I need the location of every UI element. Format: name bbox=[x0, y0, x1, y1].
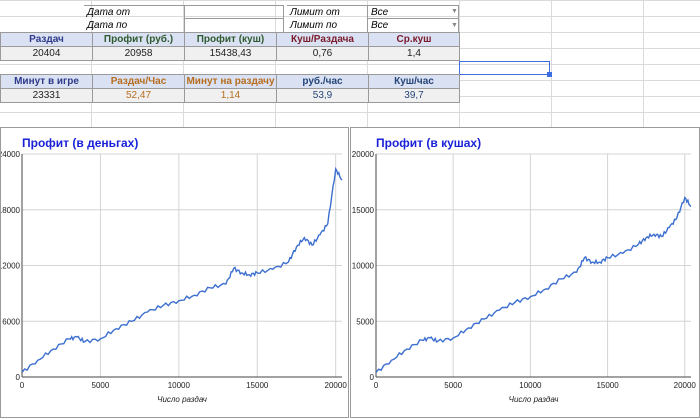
y-tick-label: 12000 bbox=[1, 262, 21, 271]
limit-to-label: Лимит по bbox=[290, 20, 338, 31]
y-tick-label: 0 bbox=[16, 373, 21, 382]
value-minutes-played[interactable]: 23331 bbox=[0, 88, 93, 103]
header-profit-bb: Профит (куш) bbox=[184, 32, 277, 47]
y-tick-label: 20000 bbox=[352, 150, 375, 159]
chart-title: Профит (в кушах) bbox=[376, 136, 482, 150]
date-from-label: Дата от bbox=[84, 5, 184, 19]
value-hands-per-hour[interactable]: 52,47 bbox=[92, 88, 185, 103]
x-tick-label: 10000 bbox=[168, 381, 191, 390]
x-tick-label: 5000 bbox=[444, 381, 462, 390]
y-tick-label: 5000 bbox=[356, 317, 374, 326]
header-bb-per-hand: Куш/Раздача bbox=[276, 32, 369, 47]
y-tick-label: 0 bbox=[370, 373, 375, 382]
date-from-field[interactable] bbox=[184, 5, 284, 19]
x-tick-label: 0 bbox=[374, 381, 379, 390]
series-line bbox=[21, 166, 343, 373]
x-tick-label: 15000 bbox=[246, 381, 269, 390]
spreadsheet-grid[interactable] bbox=[0, 0, 700, 127]
x-tick-label: 20000 bbox=[325, 381, 348, 390]
x-tick-label: 5000 bbox=[92, 381, 110, 390]
value-bb-per-hour[interactable]: 39,7 bbox=[368, 88, 460, 103]
y-tick-label: 10000 bbox=[352, 262, 375, 271]
y-tick-label: 6000 bbox=[2, 317, 20, 326]
x-tick-label: 0 bbox=[20, 381, 25, 390]
header-rub-per-hour: руб./час bbox=[276, 74, 369, 89]
header-minutes-played: Минут в игре bbox=[0, 74, 93, 89]
value-rub-per-hour[interactable]: 53,9 bbox=[276, 88, 369, 103]
chart-plot: 0 6000 12000 18000 24000 0 5000 10000 15000 20000… bbox=[1, 150, 348, 404]
date-to-field[interactable] bbox=[184, 19, 284, 33]
header-minutes-per-hand: Минут на раздачу bbox=[184, 74, 277, 89]
chevron-down-icon[interactable]: ▼ bbox=[451, 8, 458, 15]
x-tick-label: 15000 bbox=[596, 381, 619, 390]
chart-title: Профит (в деньгах) bbox=[22, 136, 139, 150]
header-hands-per-hour: Раздач/Час bbox=[92, 74, 185, 89]
limit-from-label: Лимит от bbox=[287, 5, 367, 19]
y-tick-label: 24000 bbox=[1, 150, 21, 159]
chart-profit-bb[interactable]: Профит (в кушах) 0 5000 10000 15000 20000 0 50… bbox=[350, 127, 700, 418]
limit-to-select[interactable]: Все bbox=[367, 19, 459, 33]
value-profit-rub[interactable]: 20958 bbox=[92, 46, 185, 61]
header-profit-rub: Профит (руб.) bbox=[92, 32, 185, 47]
x-tick-label: 20000 bbox=[674, 381, 697, 390]
selected-cell[interactable] bbox=[459, 61, 550, 75]
x-axis-label: Число раздач bbox=[157, 395, 207, 404]
value-hands[interactable]: 20404 bbox=[0, 46, 93, 61]
value-avg-bb[interactable]: 1,4 bbox=[368, 46, 460, 61]
value-bb-per-hand[interactable]: 0,76 bbox=[276, 46, 369, 61]
header-bb-per-hour: Куш/час bbox=[368, 74, 460, 89]
y-tick-label: 15000 bbox=[352, 206, 375, 215]
header-hands: Раздач bbox=[0, 32, 93, 47]
value-minutes-per-hand[interactable]: 1,14 bbox=[184, 88, 277, 103]
limit-from-select[interactable]: Все bbox=[367, 5, 459, 19]
series-line bbox=[375, 196, 692, 373]
header-avg-bb: Ср.куш bbox=[368, 32, 460, 47]
chevron-down-icon[interactable]: ▼ bbox=[451, 22, 458, 29]
fill-handle[interactable] bbox=[547, 72, 552, 77]
x-axis-label: Число раздач bbox=[509, 395, 559, 404]
chart-plot: 0 5000 10000 15000 20000 0 5000 10000 15000 20000… bbox=[352, 150, 697, 404]
value-profit-bb[interactable]: 15438,43 bbox=[184, 46, 277, 61]
date-to-label: Дата по bbox=[87, 20, 128, 31]
x-tick-label: 10000 bbox=[519, 381, 542, 390]
y-tick-label: 18000 bbox=[1, 206, 21, 215]
chart-profit-money[interactable]: Профит (в деньгах) 060001200018000240000… bbox=[0, 127, 349, 418]
